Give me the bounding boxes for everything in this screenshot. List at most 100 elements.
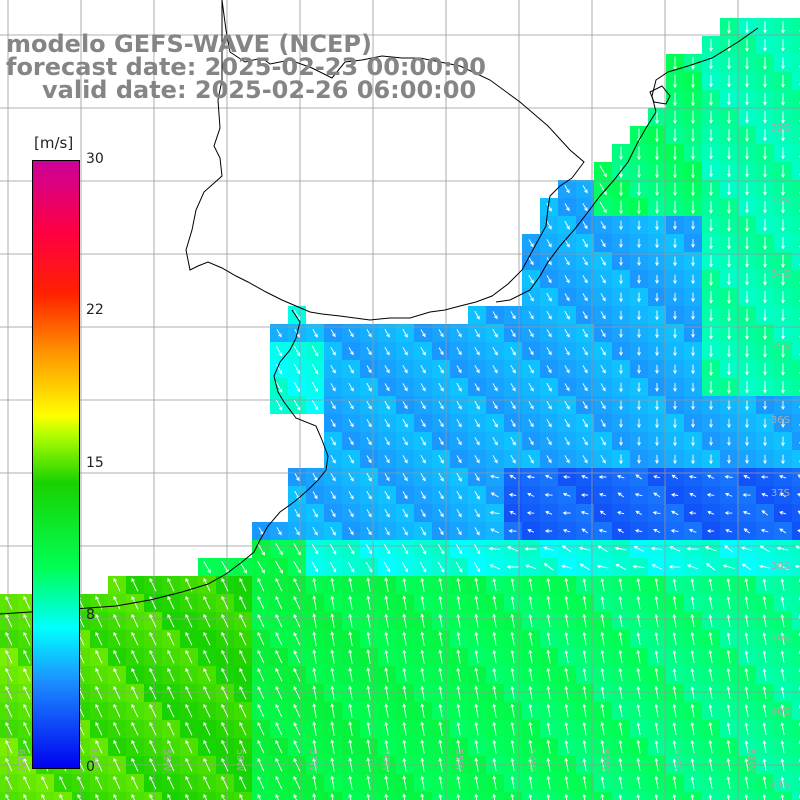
wind-arrow	[203, 667, 211, 682]
wind-arrow	[384, 473, 390, 482]
wind-arrow	[456, 365, 462, 374]
wind-arrow	[544, 529, 553, 533]
wind-arrow	[673, 346, 677, 357]
wind-arrow	[597, 545, 608, 553]
wind-arrow	[488, 546, 501, 551]
wind-arrow	[438, 775, 443, 790]
wind-arrow	[546, 739, 551, 754]
wind-arrow	[239, 631, 247, 646]
wind-arrow	[582, 311, 588, 320]
wind-arrow	[708, 704, 713, 717]
wind-arrow	[744, 595, 749, 610]
wind-arrow	[203, 649, 211, 664]
wind-arrow	[438, 631, 443, 646]
wind-arrow	[185, 685, 193, 700]
latitude-label: 40S	[771, 707, 790, 718]
wind-arrow	[312, 685, 317, 700]
wind-arrow	[5, 757, 13, 772]
wind-arrow	[726, 776, 731, 790]
wind-cell	[180, 792, 198, 800]
wind-arrow	[762, 632, 767, 646]
wind-arrow	[185, 721, 193, 736]
wind-arrow	[709, 57, 713, 70]
wind-arrow	[704, 546, 717, 552]
wind-arrow	[726, 686, 731, 700]
wind-arrow	[726, 704, 731, 717]
wind-arrow	[655, 436, 659, 447]
wind-cell	[792, 648, 800, 666]
wind-arrow	[203, 595, 211, 610]
wind-arrow	[780, 703, 785, 718]
wind-arrow	[673, 128, 677, 143]
wind-arrow	[763, 146, 767, 161]
latitude-label: 32S	[771, 123, 790, 134]
wind-arrow	[672, 650, 677, 664]
wind-arrow	[438, 419, 444, 428]
wind-arrow	[312, 649, 317, 664]
wind-arrow	[492, 613, 497, 628]
wind-arrow	[149, 739, 157, 754]
wind-arrow	[348, 649, 353, 664]
wind-arrow	[474, 562, 481, 573]
wind-arrow	[745, 57, 749, 70]
wind-arrow	[366, 329, 372, 338]
wind-arrow	[420, 721, 425, 736]
wind-arrow	[582, 256, 588, 266]
wind-arrow	[203, 775, 211, 790]
wind-arrow	[763, 39, 767, 52]
longitude-labels: 61W 60W 59W 58W 57W 56W 55W 54W 53W 52W 51W	[15, 749, 756, 772]
wind-arrow	[600, 596, 605, 610]
wind-arrow	[600, 631, 605, 646]
wind-arrow	[691, 364, 695, 375]
wind-arrow	[691, 92, 695, 107]
wind-arrow	[510, 419, 516, 428]
wind-arrow	[384, 365, 390, 374]
wind-arrow	[708, 596, 713, 610]
wind-arrow	[348, 613, 353, 628]
wind-arrow	[546, 437, 552, 446]
wind-cell	[54, 792, 72, 800]
wind-cell	[108, 792, 126, 800]
wind-arrow	[564, 793, 569, 800]
wind-arrow	[510, 775, 515, 790]
wind-arrow	[672, 740, 677, 754]
wind-arrow	[5, 631, 13, 646]
wind-arrow	[293, 740, 301, 754]
wind-arrow	[781, 129, 785, 142]
wind-cell	[792, 54, 800, 72]
wind-arrow	[510, 454, 516, 464]
wind-arrow	[492, 775, 497, 790]
colorbar-label-30: 30	[86, 151, 104, 167]
wind-arrow	[653, 474, 661, 479]
wind-arrow	[239, 577, 247, 592]
wind-arrow	[709, 219, 713, 232]
wind-arrow	[600, 721, 605, 736]
wind-arrow	[348, 419, 354, 428]
wind-arrow	[600, 613, 605, 628]
wind-arrow	[348, 347, 354, 356]
wind-arrow	[489, 564, 501, 570]
wind-arrow	[564, 347, 570, 356]
wind-arrow	[691, 382, 695, 393]
wind-arrow	[745, 39, 749, 52]
wind-arrow	[510, 649, 515, 664]
wind-arrow	[149, 775, 157, 790]
wind-arrow	[5, 685, 13, 700]
wind-arrow	[744, 722, 749, 735]
wind-arrow	[492, 757, 497, 772]
wind-arrow	[637, 256, 641, 267]
wind-arrow	[691, 239, 695, 248]
wind-arrow	[546, 382, 552, 392]
wind-arrow	[312, 631, 317, 646]
wind-arrow	[420, 401, 426, 410]
wind-arrow	[616, 474, 625, 479]
wind-arrow	[709, 309, 713, 322]
wind-arrow	[5, 703, 13, 718]
wind-arrow	[707, 474, 715, 479]
wind-arrow	[402, 473, 408, 482]
wind-arrow	[293, 757, 301, 772]
wind-arrow	[637, 346, 641, 357]
wind-arrow	[599, 201, 607, 214]
wind-arrow	[239, 649, 247, 664]
wind-arrow	[546, 775, 551, 790]
